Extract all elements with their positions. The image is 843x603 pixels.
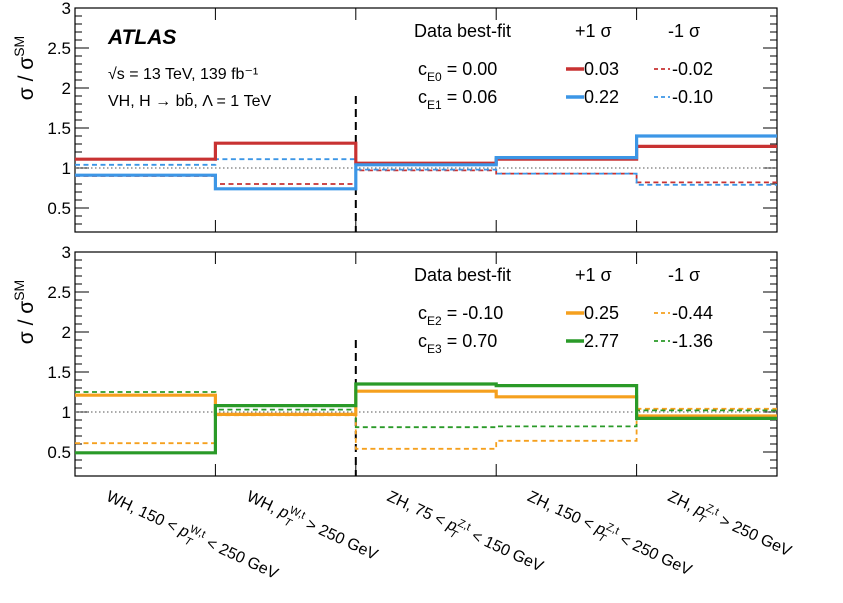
plot-frame [74,7,778,233]
legend-value-cE3-minus: -1.36 [672,331,713,351]
legend-header-minus1sigma: -1 σ [668,21,700,41]
legend-header-data-best-fit: Data best-fit [414,21,511,41]
y-tick-label: 1 [62,403,71,422]
coefficient-cE2: cE2 = -0.10 [418,303,503,328]
series-cE3-plus1sigma [75,382,777,455]
series-cE3-minus1sigma [75,391,777,429]
y-tick-label: 1.5 [47,119,71,138]
legend-value-cE1-plus: 0.22 [584,87,619,107]
panel-top: 0.5 1 1.5 2 2.5 3 σ / σSM ATLAS √s = 13 TeV, 139… [11,0,778,233]
energy-luminosity-label: √s = 13 TeV, 139 fb⁻¹ [108,66,258,83]
coefficient-cE0: cE0 = 0.00 [418,59,497,84]
legend-value-cE2-minus: -0.44 [672,303,713,323]
y-tick-label: 2.5 [47,283,71,302]
x-category-label: WH, pW,tT > 250 GeV [242,485,382,568]
legend-value-cE3-plus: 2.77 [584,331,619,351]
y-tick-label: 1.5 [47,363,71,382]
y-tick-label: 3 [62,243,71,262]
legend-header-minus1sigma: -1 σ [668,265,700,285]
y-tick-label: 2 [62,323,71,342]
legend-value-cE0-plus: 0.03 [584,59,619,79]
y-tick-label: 0.5 [47,443,71,462]
panel-bottom: 0.5 1 1.5 2 2.5 3 σ / σSM Data best-fit +1 σ -1 σ… [11,243,778,477]
y-tick-label: 2 [62,79,71,98]
legend-header-plus1sigma: +1 σ [575,265,612,285]
experiment-label: ATLAS [107,26,176,49]
legend-value-cE1-minus: -0.10 [672,87,713,107]
legend-header-data-best-fit: Data best-fit [414,265,511,285]
series-cE1-plus1sigma [75,134,777,191]
series-cE0-minus1sigma [75,169,777,185]
series-cE0-plus1sigma [75,141,777,165]
process-label: VH, H → bb̄, Λ = 1 TeV [108,93,272,110]
x-category-label: ZH, pZ,tT > 250 GeV [663,485,795,564]
y-axis-label: σ / σSM [11,36,38,100]
y-axis-label: σ / σSM [11,280,38,344]
y-tick-label: 3 [62,0,71,18]
legend-value-cE2-plus: 0.25 [584,303,619,323]
y-tick-label: 2.5 [47,39,71,58]
coefficient-cE1: cE1 = 0.06 [418,87,497,112]
coefficient-cE3: cE3 = 0.70 [418,331,497,356]
y-tick-label: 0.5 [47,199,71,218]
legend-value-cE0-minus: -0.02 [672,59,713,79]
legend-header-plus1sigma: +1 σ [575,21,612,41]
x-category-label: ZH, 75 < pZ,tT < 150 GeV [382,485,547,580]
series-cE1-minus1sigma [75,158,777,186]
y-tick-label: 1 [62,159,71,178]
